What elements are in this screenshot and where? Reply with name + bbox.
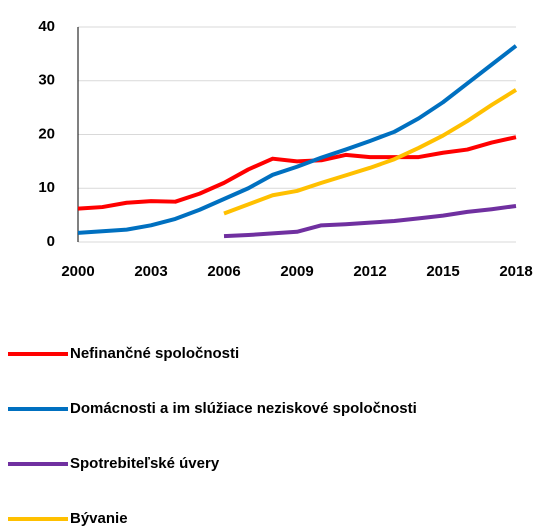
x-tick-label: 2006 xyxy=(207,263,240,280)
legend-label: Nefinančné spoločnosti xyxy=(70,345,239,362)
x-tick-label: 2003 xyxy=(134,263,167,280)
x-tick-label: 2000 xyxy=(61,263,94,280)
y-tick-label: 30 xyxy=(38,72,55,89)
x-tick-label: 2012 xyxy=(353,263,386,280)
series-line xyxy=(223,88,518,216)
x-tick-label: 2018 xyxy=(499,263,532,280)
x-tick-label: 2009 xyxy=(280,263,313,280)
y-tick-label: 40 xyxy=(38,18,55,35)
y-tick-label: 20 xyxy=(38,125,55,142)
series-line xyxy=(77,135,517,211)
y-tick-label: 0 xyxy=(47,233,55,250)
series-line xyxy=(223,204,517,239)
series-line xyxy=(77,44,518,235)
legend-label: Bývanie xyxy=(70,510,128,527)
legend-label: Domácnosti a im slúžiace neziskové spolo… xyxy=(70,400,417,417)
legend-label: Spotrebiteľské úvery xyxy=(70,455,220,472)
y-tick-label: 10 xyxy=(38,179,55,196)
x-tick-label: 2015 xyxy=(426,263,459,280)
